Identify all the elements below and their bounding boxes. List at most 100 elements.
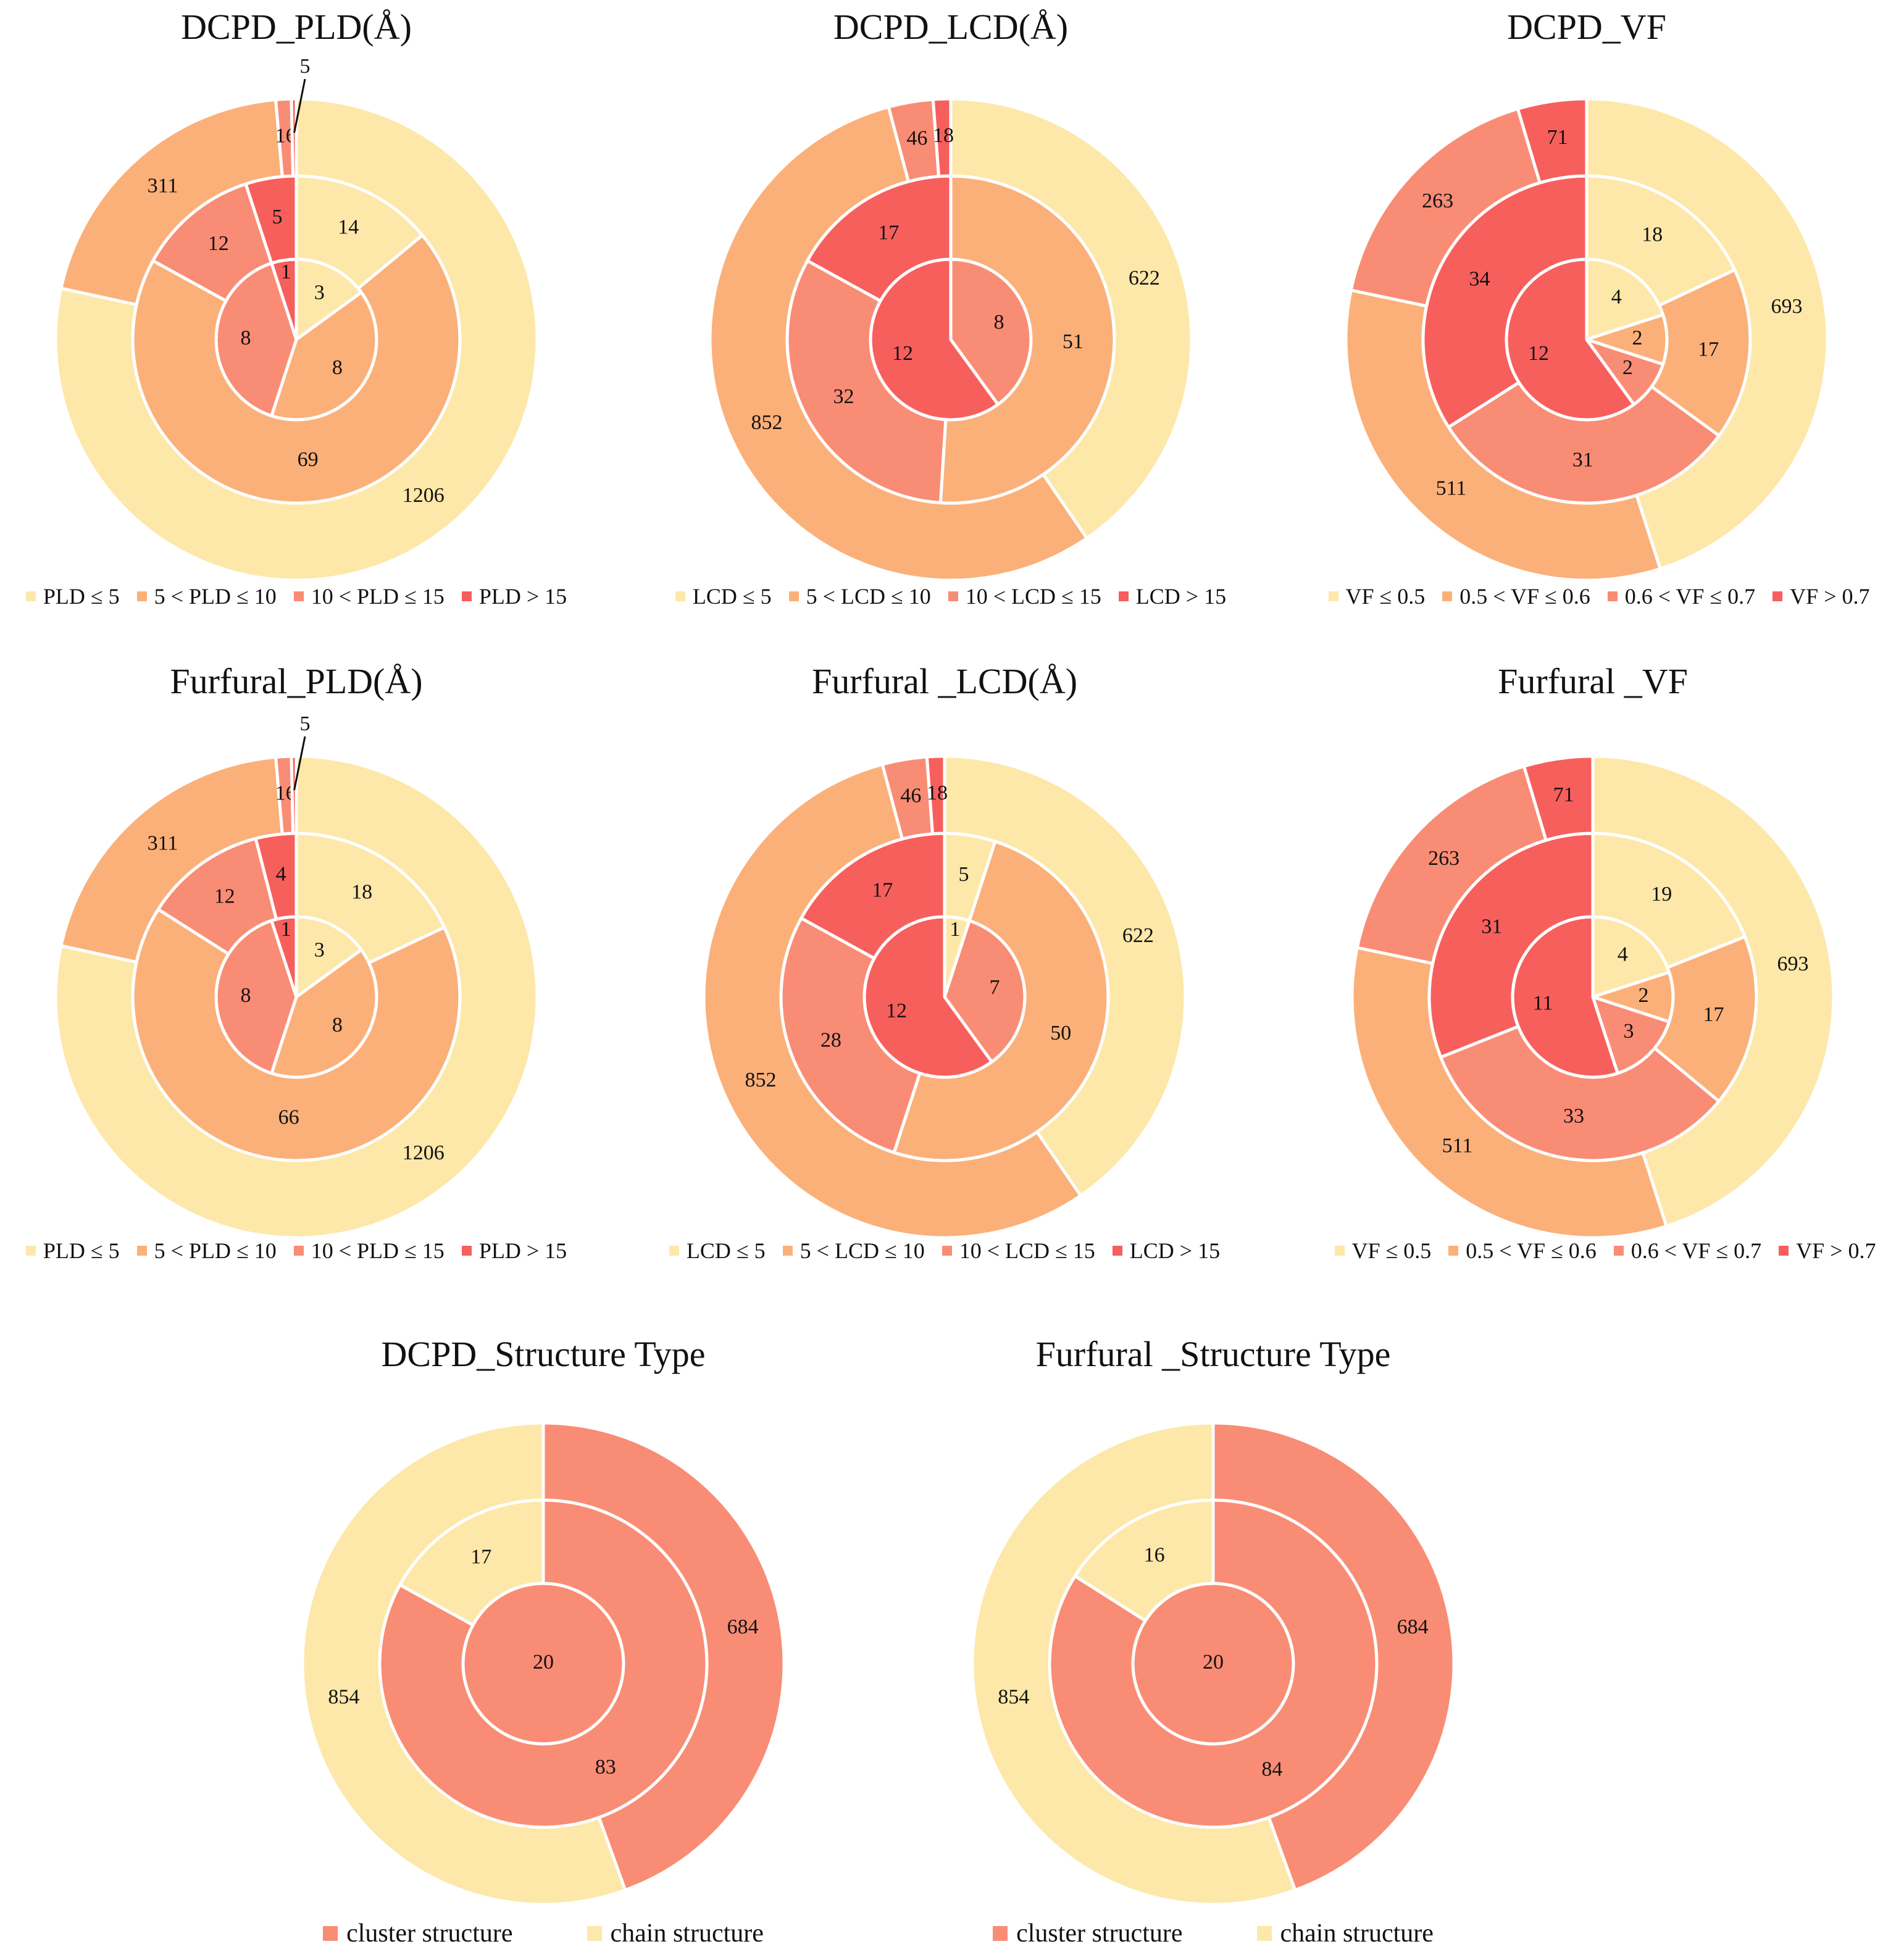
panel-dcpd-vf: DCPD_VF 4 2 2 12 18 17 31 34 693 511 263 71 VF ≤ 0.… (1328, 0, 1870, 617)
data-label-inner-0-6-vf-0-7: 2 (1622, 356, 1633, 379)
data-label-outer-5-pld-10: 311 (148, 174, 178, 197)
data-label-outer-lcd-5: 622 (1122, 924, 1154, 947)
legend-swatch (323, 1926, 338, 1941)
data-label-middle-pld-5: 18 (351, 881, 372, 904)
legend-label: VF ≤ 0.5 (1345, 584, 1426, 609)
slice-outer-lcd-5 (949, 97, 1193, 540)
legend-item: PLD > 15 (461, 583, 567, 609)
data-label-middle-5-pld-10: 69 (298, 448, 319, 471)
chart-title: DCPD_VF (1507, 7, 1666, 47)
legend-item: LCD ≤ 5 (669, 1238, 766, 1264)
panel-furfural-vf: Furfural _VF 4 2 3 11 19 17 33 31 693 511 263 71 VF… (1334, 654, 1876, 1272)
data-label-middle-5-pld-10: 66 (278, 1106, 299, 1128)
slice-outer-5-lcd-10 (708, 105, 1088, 582)
legend-swatch (293, 591, 304, 601)
data-label-inner-pld-5: 3 (314, 939, 325, 962)
legend-label: LCD > 15 (1129, 1238, 1221, 1263)
data-label-inner-lcd-15: 12 (892, 342, 913, 365)
chart-legend: PLD ≤ 5 5 < PLD ≤ 10 10 < PLD ≤ 15 PLD > 15 (19, 1238, 574, 1264)
data-label-outer-pld-15: 5 (300, 55, 311, 78)
data-label-outer-10-lcd-15: 46 (906, 127, 927, 149)
slice-outer-0-5-vf-0-6 (1350, 946, 1668, 1240)
data-label-middle-10-pld-15: 12 (214, 885, 235, 908)
legend-label: 5 < LCD ≤ 10 (806, 584, 931, 609)
panel-furfural-pld: Furfural_PLD(Å) 3 8 8 1 18 66 12 4 1206 311 16 5 PL… (25, 654, 567, 1272)
legend-item: LCD > 15 (1118, 583, 1226, 609)
slice-outer-5-pld-10 (59, 98, 284, 307)
data-label-middle-0-5-vf-0-6: 17 (1698, 338, 1719, 361)
legend-label: 0.5 < VF ≤ 0.6 (1466, 1238, 1597, 1263)
data-label-middle-vf-0-7: 31 (1481, 915, 1502, 938)
legend-swatch (461, 1246, 472, 1256)
slice-outer-lcd-15 (925, 754, 946, 836)
legend-label: LCD ≤ 5 (692, 584, 772, 609)
middle-ring: 84 16 (1048, 1498, 1379, 1829)
legend-item: 10 < PLD ≤ 15 (293, 583, 445, 609)
data-label-middle-5-lcd-10: 51 (1063, 330, 1084, 353)
legend-swatch (461, 591, 472, 601)
chart-title: Furfural_PLD(Å) (170, 661, 423, 701)
data-label-middle-lcd-15: 17 (878, 221, 899, 244)
data-label-middle-chain-structure: 17 (470, 1545, 491, 1568)
slice-outer-cluster-structure (541, 1421, 786, 1892)
legend-swatch (948, 591, 958, 601)
legend-swatch (293, 1246, 304, 1256)
legend-swatch (669, 1246, 679, 1256)
legend-label: 0.5 < VF ≤ 0.6 (1459, 584, 1590, 609)
legend-swatch (1112, 1246, 1122, 1256)
legend-item: 0.6 < VF ≤ 0.7 (1607, 583, 1755, 609)
data-label-outer-5-lcd-10: 852 (751, 411, 782, 434)
legend-label: 10 < LCD ≤ 15 (959, 1238, 1095, 1263)
data-label-middle-vf-0-5: 18 (1642, 223, 1663, 246)
data-label-outer-lcd-15: 18 (927, 782, 948, 804)
outer-ring: 684 854 (301, 1421, 786, 1906)
legend-swatch (942, 1246, 952, 1256)
data-label-outer-pld-5: 1206 (403, 1141, 445, 1164)
data-label-middle-10-lcd-15: 32 (833, 385, 854, 408)
legend-swatch (1328, 591, 1338, 601)
outer-ring: 693 511 263 71 (1350, 754, 1835, 1240)
legend-swatch (1613, 1246, 1624, 1256)
nested-donut-chart: 20 83 17 684 854 (301, 1421, 786, 1906)
data-label-outer-cluster-structure: 684 (1397, 1616, 1429, 1638)
legend-item: VF ≤ 0.5 (1334, 1238, 1432, 1264)
data-label-inner-5-pld-10: 8 (332, 356, 343, 379)
nested-donut-chart: 20 84 16 684 854 (971, 1421, 1456, 1906)
legend-label: chain structure (1280, 1919, 1434, 1948)
data-label-inner-vf-0-7: 11 (1533, 992, 1553, 1015)
panel-dcpd-lcd: DCPD_LCD(Å) 8 12 51 32 17 622 852 46 18 LCD ≤ 5 5… (675, 0, 1226, 617)
legend-swatch (587, 1926, 602, 1941)
legend-label: VF ≤ 0.5 (1351, 1238, 1432, 1263)
data-label-inner-vf-0-5: 4 (1611, 285, 1622, 308)
legend-item: PLD ≤ 5 (25, 583, 120, 609)
data-label-outer-chain-structure: 854 (328, 1685, 359, 1708)
legend-label: 10 < PLD ≤ 15 (311, 1238, 445, 1263)
legend-label: PLD ≤ 5 (43, 584, 120, 609)
slice-outer-pld-5 (54, 97, 539, 582)
data-label-inner-pld-15: 1 (281, 261, 291, 283)
slice-outer-5-pld-10 (59, 755, 284, 964)
legend-label: 0.6 < VF ≤ 0.7 (1631, 1238, 1762, 1263)
chart-legend: VF ≤ 0.5 0.5 < VF ≤ 0.6 0.6 < VF ≤ 0.7 VF >… (1327, 1238, 1883, 1264)
data-label-middle-vf-0-5: 19 (1651, 883, 1672, 906)
chart-title: DCPD_LCD(Å) (833, 7, 1069, 47)
legend-swatch (1772, 591, 1783, 601)
legend-item: 0.5 < VF ≤ 0.6 (1442, 583, 1590, 609)
slice-outer-5-lcd-10 (702, 762, 1082, 1240)
legend-item: VF > 0.7 (1779, 1238, 1876, 1264)
legend-item: LCD ≤ 5 (675, 583, 772, 609)
legend-swatch (675, 591, 685, 601)
slice-outer-pld-5 (54, 754, 539, 1240)
data-label-middle-cluster-structure: 83 (595, 1756, 616, 1779)
inner-ring: 8 12 (869, 257, 1033, 422)
data-label-inner-0-5-vf-0-6: 2 (1639, 984, 1649, 1007)
legend-swatch (1442, 591, 1453, 601)
legend-item: 5 < PLD ≤ 10 (136, 1238, 277, 1264)
data-label-middle-pld-5: 14 (338, 216, 359, 239)
data-label-outer-pld-5: 1206 (403, 484, 445, 507)
chart-title: Furfural _Structure Type (1035, 1334, 1391, 1374)
